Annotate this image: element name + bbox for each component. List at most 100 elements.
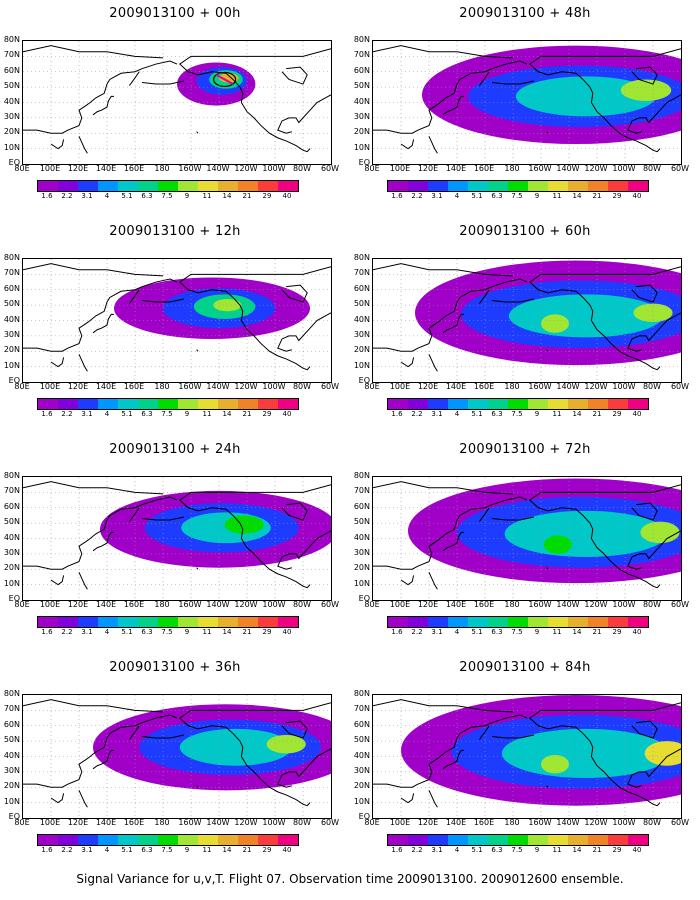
colorbar xyxy=(37,616,299,628)
colorbar-segment xyxy=(588,181,608,191)
panel-title: 2009013100 + 72h xyxy=(459,442,591,457)
lat-tick-label: 70N xyxy=(353,268,370,278)
colorbar-segment xyxy=(628,181,648,191)
colorbar-segment xyxy=(448,399,468,409)
colorbar-segment xyxy=(508,835,528,845)
lon-tick-label: 100E xyxy=(389,382,411,391)
colorbar-segment xyxy=(138,399,158,409)
lon-tick-label: 140E xyxy=(95,164,117,173)
lat-tick-label: 50N xyxy=(3,735,20,745)
colorbar-level-label: 2.2 xyxy=(411,192,423,200)
coastline xyxy=(92,313,114,334)
colorbar-segment xyxy=(448,617,468,627)
colorbar-level-label: 2.2 xyxy=(411,410,423,418)
colorbar-segment xyxy=(408,617,428,627)
colorbar xyxy=(37,180,299,192)
coastline xyxy=(528,484,681,589)
colorbar-level-label: 4 xyxy=(104,410,110,418)
colorbar-segment xyxy=(448,835,468,845)
lat-tick-label: 70N xyxy=(3,704,20,714)
lon-tick-label: 160E xyxy=(473,382,495,391)
colorbar-segment xyxy=(568,617,588,627)
colorbar-level-label: 5.1 xyxy=(121,410,133,418)
colorbar-level-label: 1.6 xyxy=(391,410,403,418)
colorbar-level-label: 29 xyxy=(612,628,622,636)
colorbar-segment xyxy=(508,181,528,191)
colorbar-segment xyxy=(508,617,528,627)
coastline xyxy=(478,71,490,86)
lat-tick-label: 50N xyxy=(353,81,370,91)
coastline xyxy=(627,530,681,570)
colorbar-level-label: 14 xyxy=(222,628,232,636)
lon-tick-label: 60W xyxy=(320,600,340,609)
coastline xyxy=(178,484,331,589)
lon-tick-label: 60W xyxy=(320,164,340,173)
colorbar-level-label: 5.1 xyxy=(121,192,133,200)
lon-tick-label: 180 xyxy=(504,600,520,609)
colorbar-segment xyxy=(258,617,278,627)
colorbar-segment xyxy=(468,399,488,409)
colorbar-level-label: 3.1 xyxy=(431,628,443,636)
colorbar-segment xyxy=(568,835,588,845)
lon-tick-label: 180 xyxy=(154,818,170,827)
colorbar-segment xyxy=(528,181,548,191)
coastline xyxy=(428,136,438,154)
colorbar-segment xyxy=(158,835,178,845)
lat-tick-label: 30N xyxy=(3,547,20,557)
coastline xyxy=(546,131,549,134)
lat-tick-label: EQ xyxy=(358,594,370,603)
lon-tick-label: 160W xyxy=(178,382,202,391)
variance-contour xyxy=(541,754,569,774)
colorbar-segment xyxy=(568,399,588,409)
coastline xyxy=(128,725,140,740)
lat-tick-label: 10N xyxy=(353,360,370,370)
map-plot-area xyxy=(22,476,332,601)
colorbar-segment xyxy=(58,835,78,845)
map-canvas xyxy=(23,477,331,600)
lat-tick-label: 10N xyxy=(3,796,20,806)
colorbar-segment xyxy=(158,617,178,627)
coastline xyxy=(196,131,199,134)
colorbar-level-label: 6.3 xyxy=(491,846,503,854)
colorbar-level-label: 4 xyxy=(454,410,460,418)
colorbar-segment xyxy=(118,835,138,845)
lon-tick-label: 80W xyxy=(642,818,662,827)
lon-tick-label: 80E xyxy=(364,818,380,827)
lat-tick-label: 60N xyxy=(3,501,20,511)
colorbar-level-label: 7.5 xyxy=(161,846,173,854)
colorbar-level-label: 40 xyxy=(282,410,292,418)
colorbar-segment xyxy=(178,399,198,409)
map-canvas xyxy=(373,41,681,164)
lon-tick-label: 140E xyxy=(445,600,467,609)
map-panel: 2009013100 + 84h EQ 10N 20N 30N 40N 50N 60N 70N 8… xyxy=(350,656,700,871)
colorbar-segment xyxy=(218,181,238,191)
coastline xyxy=(281,502,308,521)
variance-contour xyxy=(644,741,681,766)
lat-tick-label: 70N xyxy=(353,704,370,714)
coastline xyxy=(128,71,140,86)
lat-tick-label: 40N xyxy=(353,96,370,106)
colorbar-level-label: 14 xyxy=(222,192,232,200)
coastline xyxy=(141,516,185,521)
flight-track-outline xyxy=(213,71,237,88)
map-plot-area xyxy=(22,40,332,165)
lon-tick-label: 100W xyxy=(612,382,636,391)
colorbar-segment xyxy=(198,181,218,191)
lat-tick-label: 30N xyxy=(3,111,20,121)
coastline xyxy=(627,94,681,134)
map-panel: 2009013100 + 36h EQ 10N 20N 30N 40N 50N 60N 70N 8… xyxy=(0,656,350,871)
coastline xyxy=(92,749,114,770)
coastline xyxy=(78,572,88,590)
lon-tick-label: 100E xyxy=(389,818,411,827)
colorbar-level-label: 3.1 xyxy=(81,628,93,636)
colorbar-level-label: 5.1 xyxy=(471,846,483,854)
lon-tick-label: 160E xyxy=(123,600,145,609)
lat-tick-label: 60N xyxy=(353,65,370,75)
lon-tick-label: 100W xyxy=(612,600,636,609)
colorbar xyxy=(387,834,649,846)
coastline xyxy=(442,749,464,770)
coastline xyxy=(373,496,528,570)
colorbar-labels: 1.6 2.2 3.1 4 5.1 6.3 7.5 9 11 14 21 29 40 xyxy=(37,846,297,856)
variance-contour xyxy=(543,535,572,554)
coastline xyxy=(373,45,514,59)
